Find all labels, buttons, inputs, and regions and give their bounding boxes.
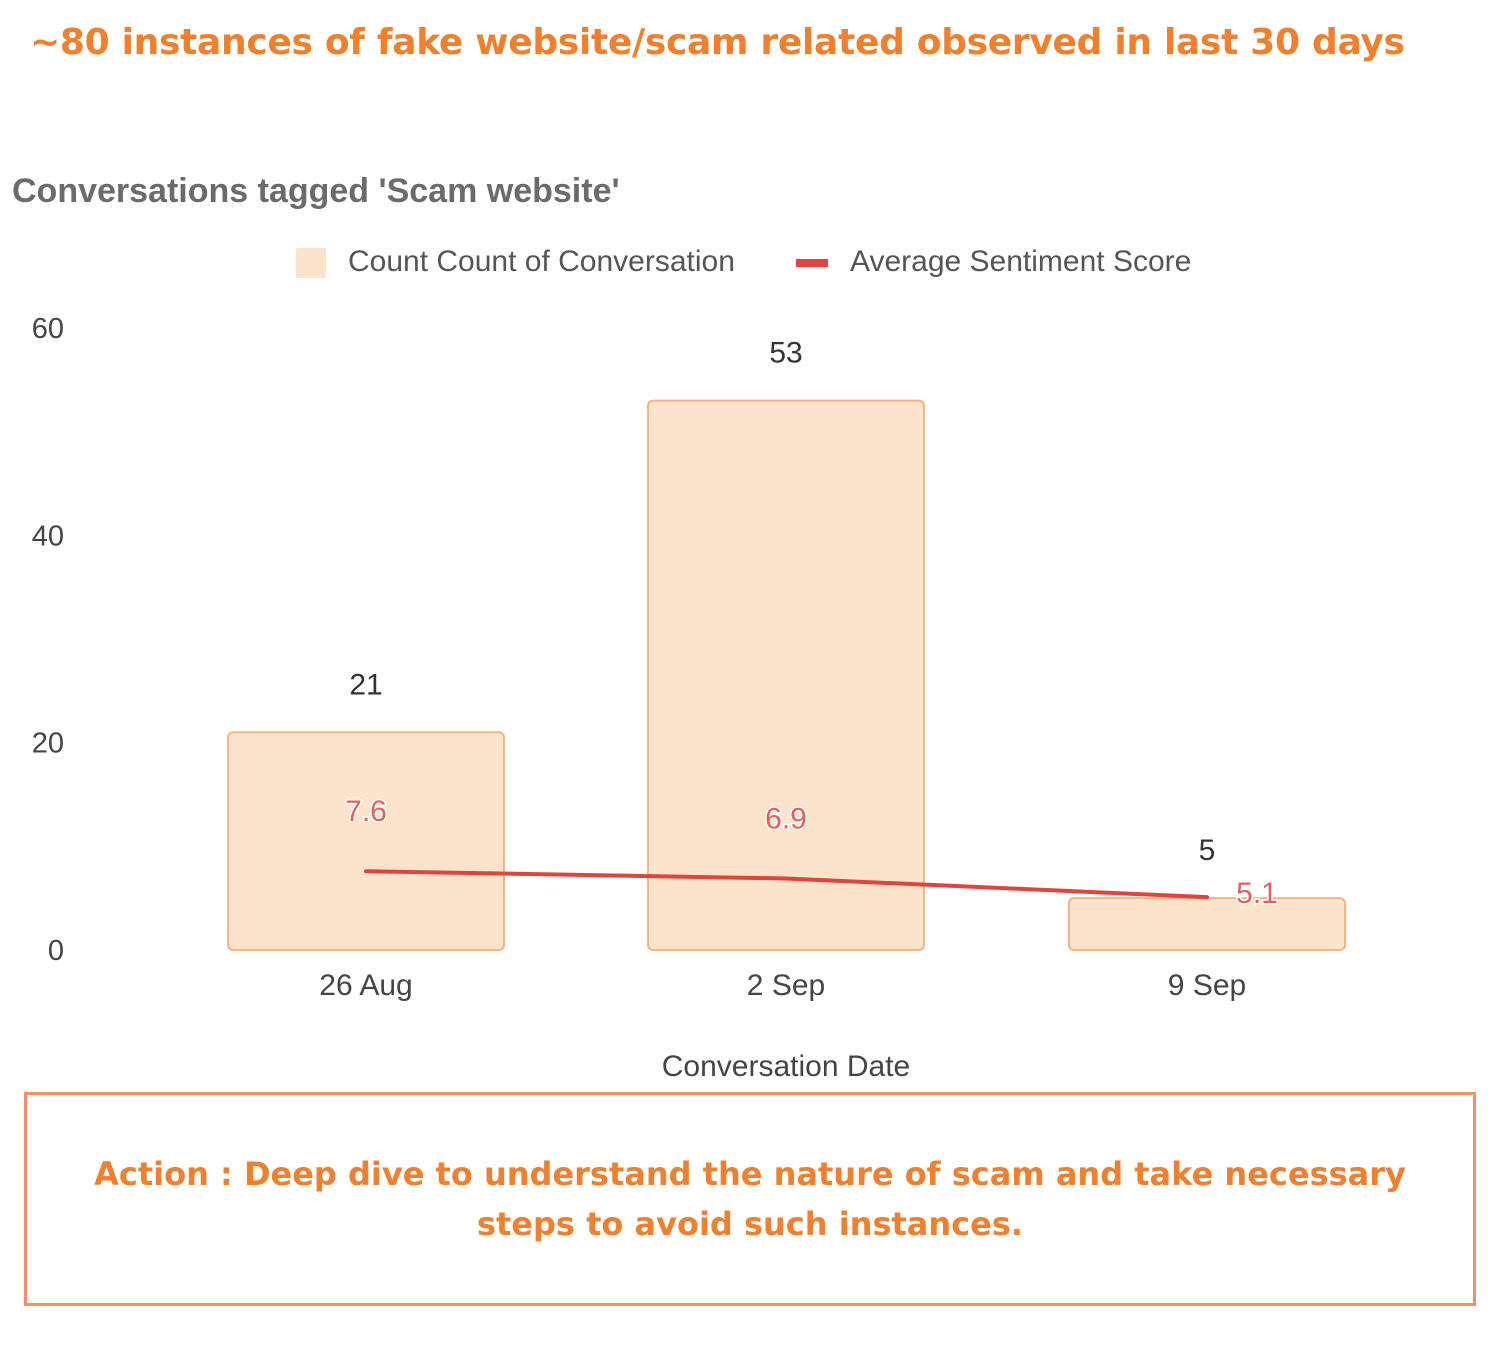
legend-swatch-sentiment xyxy=(796,259,828,267)
y-tick-label: 60 xyxy=(32,313,64,345)
y-tick-label: 20 xyxy=(32,728,64,760)
x-tick-label: 2 Sep xyxy=(747,969,825,1002)
y-axis: 0 20 40 60 xyxy=(32,313,64,967)
y-tick-label: 40 xyxy=(32,520,64,552)
sentiment-line: 7.6 6.9 5.1 xyxy=(344,794,1280,912)
x-tick-label: 9 Sep xyxy=(1168,969,1246,1002)
action-text: Action : Deep dive to understand the nat… xyxy=(94,1155,1406,1243)
legend-swatch-count xyxy=(296,248,326,278)
chart: Count Count of Conversation Average Sent… xyxy=(32,245,1346,1083)
legend-label-count: Count Count of Conversation xyxy=(348,245,735,278)
sentiment-line-path xyxy=(364,869,1209,900)
x-axis: 26 Aug 2 Sep 9 Sep xyxy=(319,969,1246,1002)
bar-value-label: 53 xyxy=(769,337,802,370)
line-value-label: 7.6 xyxy=(345,795,387,828)
y-tick-label: 0 xyxy=(48,935,64,967)
bars: 21 53 5 xyxy=(227,337,1346,952)
headline: ~80 instances of fake website/scam relat… xyxy=(30,22,1405,63)
line-value-label: 5.1 xyxy=(1236,877,1278,910)
bar xyxy=(647,399,925,952)
action-box: Action : Deep dive to understand the nat… xyxy=(24,1092,1476,1306)
legend-label-sentiment: Average Sentiment Score xyxy=(850,245,1191,278)
bar-value-label: 21 xyxy=(349,668,382,701)
bar xyxy=(227,731,505,951)
bar-value-label: 5 xyxy=(1199,834,1216,867)
legend: Count Count of Conversation Average Sent… xyxy=(296,245,1191,278)
x-tick-label: 26 Aug xyxy=(319,969,412,1002)
bar xyxy=(1068,897,1346,952)
line-value-label: 6.9 xyxy=(765,802,807,835)
chart-title: Conversations tagged 'Scam website' xyxy=(12,172,620,210)
x-axis-title: Conversation Date xyxy=(662,1050,910,1083)
